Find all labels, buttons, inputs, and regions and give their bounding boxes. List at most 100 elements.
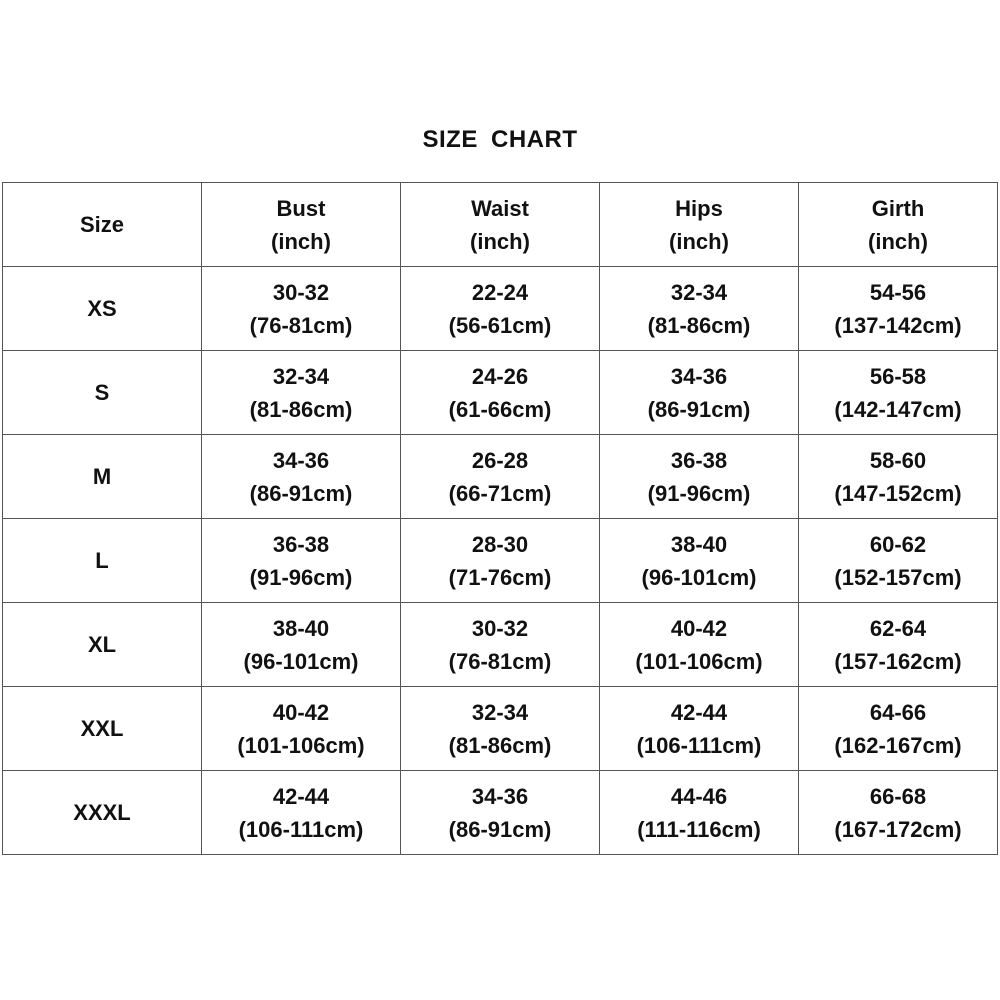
inch-value: 32-34 [272,363,330,389]
size-cell: L [2,518,202,603]
size-label: L [95,548,109,573]
inch-value: 54-56 [869,279,927,305]
inch-value: 32-34 [471,699,529,725]
inch-value: 34-36 [670,363,728,389]
inch-value: 22-24 [471,279,529,305]
size-cell: XL [2,602,202,687]
inch-value: 40-42 [670,615,728,641]
cm-value: (61-66cm) [448,396,552,422]
inch-value: 40-42 [272,699,330,725]
inch-value: 26-28 [471,447,529,473]
cm-value: (101-106cm) [635,648,763,674]
header-label: Waist [471,195,529,221]
cm-value: (101-106cm) [237,732,365,758]
cm-value: (91-96cm) [647,480,751,506]
inch-value: 34-36 [272,447,330,473]
header-unit: (inch) [868,228,928,254]
inch-value: 38-40 [670,531,728,557]
hips-cell: 36-38 (91-96cm) [599,434,799,519]
cm-value: (106-111cm) [636,732,762,758]
header-girth: Girth (inch) [798,182,998,267]
cm-value: (147-152cm) [834,480,962,506]
cm-value: (137-142cm) [834,312,962,338]
size-cell: XXXL [2,770,202,855]
cm-value: (111-116cm) [637,816,761,842]
inch-value: 56-58 [869,363,927,389]
inch-value: 32-34 [670,279,728,305]
bust-cell: 38-40 (96-101cm) [201,602,401,687]
inch-value: 58-60 [869,447,927,473]
size-cell: XS [2,266,202,351]
inch-value: 30-32 [471,615,529,641]
size-label: S [94,380,110,405]
header-unit: (inch) [271,228,331,254]
header-hips: Hips (inch) [599,182,799,267]
inch-value: 64-66 [869,699,927,725]
inch-value: 62-64 [869,615,927,641]
cm-value: (86-91cm) [647,396,751,422]
table-row: S 32-34 (81-86cm) 24-26 (61-66cm) 34-36 (86-91… [2,350,998,435]
size-label: XS [87,296,117,321]
cm-value: (76-81cm) [448,648,552,674]
table-row: M 34-36 (86-91cm) 26-28 (66-71cm) 36-38 (91-96… [2,434,998,519]
cm-value: (91-96cm) [249,564,353,590]
girth-cell: 66-68 (167-172cm) [798,770,998,855]
girth-cell: 58-60 (147-152cm) [798,434,998,519]
size-cell: XXL [2,686,202,771]
waist-cell: 26-28 (66-71cm) [400,434,600,519]
bust-cell: 36-38 (91-96cm) [201,518,401,603]
cm-value: (167-172cm) [834,816,962,842]
inch-value: 66-68 [869,783,927,809]
girth-cell: 60-62 (152-157cm) [798,518,998,603]
waist-cell: 32-34 (81-86cm) [400,686,600,771]
hips-cell: 38-40 (96-101cm) [599,518,799,603]
bust-cell: 34-36 (86-91cm) [201,434,401,519]
cm-value: (152-157cm) [834,564,962,590]
waist-cell: 28-30 (71-76cm) [400,518,600,603]
table-row: XXXL 42-44 (106-111cm) 34-36 (86-91cm) 44-46 (… [2,770,998,855]
size-label: XXL [80,716,124,741]
size-label: M [92,464,112,489]
inch-value: 42-44 [272,783,330,809]
waist-cell: 22-24 (56-61cm) [400,266,600,351]
cm-value: (66-71cm) [448,480,552,506]
bust-cell: 42-44 (106-111cm) [201,770,401,855]
bust-cell: 32-34 (81-86cm) [201,350,401,435]
cm-value: (86-91cm) [448,816,552,842]
header-label: Hips [675,195,723,221]
hips-cell: 40-42 (101-106cm) [599,602,799,687]
waist-cell: 24-26 (61-66cm) [400,350,600,435]
waist-cell: 34-36 (86-91cm) [400,770,600,855]
table-row: L 36-38 (91-96cm) 28-30 (71-76cm) 38-40 (96-10… [2,518,998,603]
cm-value: (96-101cm) [641,564,757,590]
cm-value: (56-61cm) [448,312,552,338]
table-row: XL 38-40 (96-101cm) 30-32 (76-81cm) 40-42 (101… [2,602,998,687]
table-row: XXL 40-42 (101-106cm) 32-34 (81-86cm) 42-44 (1… [2,686,998,771]
header-label: Bust [276,195,326,221]
cm-value: (81-86cm) [647,312,751,338]
hips-cell: 34-36 (86-91cm) [599,350,799,435]
inch-value: 60-62 [869,531,927,557]
girth-cell: 62-64 (157-162cm) [798,602,998,687]
girth-cell: 54-56 (137-142cm) [798,266,998,351]
inch-value: 34-36 [471,783,529,809]
inch-value: 24-26 [471,363,529,389]
cm-value: (142-147cm) [834,396,962,422]
hips-cell: 44-46 (111-116cm) [599,770,799,855]
cm-value: (106-111cm) [238,816,364,842]
inch-value: 44-46 [670,783,728,809]
page-title: SIZE CHART [422,126,578,153]
size-cell: M [2,434,202,519]
header-label: Size [79,212,125,237]
inch-value: 36-38 [272,531,330,557]
header-bust: Bust (inch) [201,182,401,267]
cm-value: (86-91cm) [249,480,353,506]
header-label: Girth [871,195,925,221]
cm-value: (96-101cm) [243,648,359,674]
cm-value: (71-76cm) [448,564,552,590]
girth-cell: 56-58 (142-147cm) [798,350,998,435]
size-label: XXXL [73,800,131,825]
cm-value: (81-86cm) [448,732,552,758]
bust-cell: 40-42 (101-106cm) [201,686,401,771]
cm-value: (157-162cm) [834,648,962,674]
